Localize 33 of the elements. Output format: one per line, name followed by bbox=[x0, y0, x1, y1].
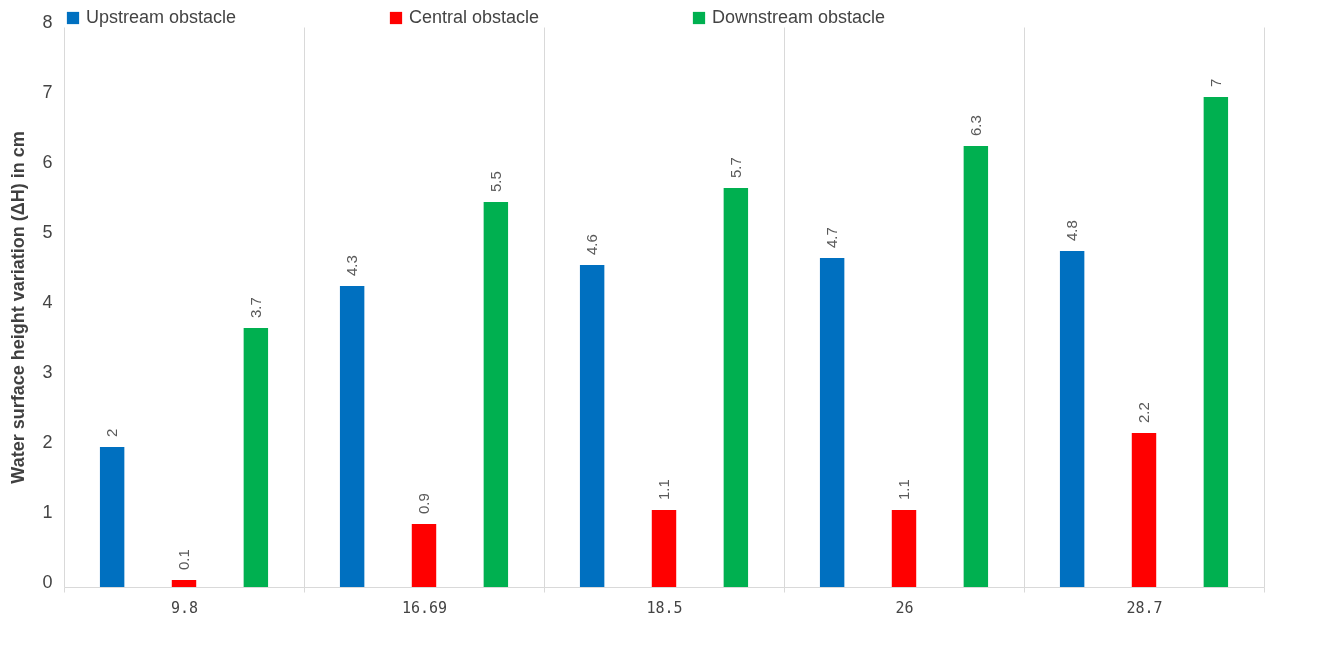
y-tick-label: 2 bbox=[42, 431, 53, 452]
data-label: 2 bbox=[103, 428, 121, 437]
legend-label: Central obstacle bbox=[409, 7, 540, 27]
x-tick-label: 18.5 bbox=[646, 598, 683, 617]
data-label: 2.2 bbox=[1135, 402, 1152, 423]
y-tick-label: 4 bbox=[42, 291, 53, 312]
data-label: 4.8 bbox=[1063, 220, 1081, 241]
x-tick-label: 26 bbox=[895, 598, 914, 617]
data-label: 5.5 bbox=[486, 171, 504, 192]
y-tick-label: 7 bbox=[42, 81, 53, 102]
data-label: 4.7 bbox=[823, 227, 841, 248]
data-label: 0.1 bbox=[175, 549, 192, 570]
legend-label: Downstream obstacle bbox=[712, 7, 886, 27]
x-tick-label: 16.69 bbox=[401, 598, 448, 617]
y-axis-title: Water surface height variation (ΔH) in cm bbox=[8, 131, 29, 484]
y-tick-label: 3 bbox=[42, 361, 53, 382]
y-tick-label: 0 bbox=[42, 571, 53, 592]
legend-label: Upstream obstacle bbox=[86, 7, 237, 27]
data-label: 3.7 bbox=[246, 297, 264, 318]
x-tick-label: 28.7 bbox=[1126, 598, 1163, 617]
data-label: 1.1 bbox=[895, 479, 912, 500]
x-tick-label: 9.8 bbox=[170, 598, 199, 617]
data-label: 5.7 bbox=[726, 157, 744, 178]
data-label: 4.3 bbox=[343, 255, 361, 276]
y-tick-label: 1 bbox=[42, 501, 53, 522]
y-tick-label: 5 bbox=[42, 221, 53, 242]
y-tick-label: 8 bbox=[42, 11, 53, 32]
data-label: 0.9 bbox=[415, 493, 432, 514]
data-label: 4.6 bbox=[583, 234, 601, 255]
data-label: 7 bbox=[1206, 78, 1224, 87]
y-tick-label: 6 bbox=[42, 151, 53, 172]
data-label: 6.3 bbox=[966, 115, 984, 136]
data-label: 1.1 bbox=[655, 479, 672, 500]
